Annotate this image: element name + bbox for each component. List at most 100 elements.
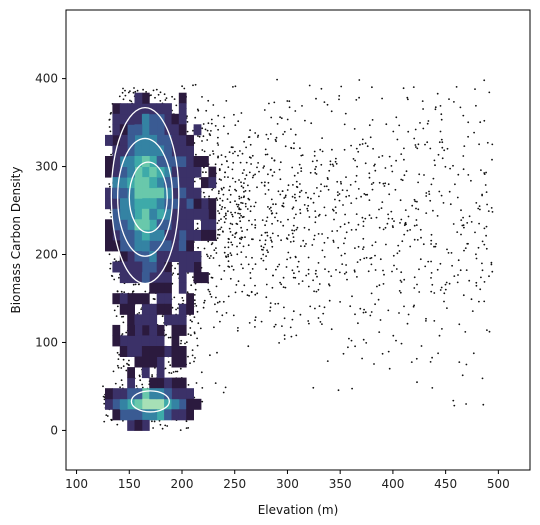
scatter-point (167, 361, 170, 363)
scatter-point (174, 370, 177, 373)
scatter-point (315, 165, 317, 168)
scatter-point (265, 296, 268, 299)
scatter-point (483, 300, 486, 303)
scatter-point (249, 277, 252, 280)
scatter-point (399, 222, 401, 224)
scatter-point (275, 140, 277, 143)
scatter-point (157, 93, 160, 96)
scatter-point (434, 108, 437, 111)
scatter-point (153, 298, 156, 301)
scatter-point (293, 142, 295, 145)
scatter-point (282, 202, 285, 205)
scatter-point (260, 245, 263, 248)
scatter-point (289, 256, 292, 259)
scatter-point (221, 314, 224, 317)
scatter-point (150, 94, 152, 96)
scatter-point (464, 331, 467, 333)
scatter-point (189, 319, 192, 322)
scatter-point (217, 228, 220, 231)
scatter-point (329, 160, 332, 163)
scatter-point (374, 303, 376, 306)
scatter-point (374, 269, 377, 271)
scatter-point (318, 305, 321, 307)
scatter-point (169, 364, 172, 367)
scatter-point (339, 301, 341, 303)
scatter-point (364, 311, 367, 314)
scatter-point (220, 208, 223, 211)
scatter-point (491, 143, 494, 146)
scatter-point (220, 226, 223, 229)
scatter-point (120, 290, 123, 293)
scatter-point (184, 342, 186, 345)
scatter-point (121, 384, 124, 386)
scatter-point (110, 153, 112, 156)
scatter-point (491, 211, 494, 213)
scatter-point (254, 284, 256, 287)
scatter-point (195, 382, 198, 384)
scatter-point (117, 358, 120, 360)
scatter-point (180, 339, 183, 342)
scatter-point (391, 170, 394, 173)
scatter-point (279, 178, 282, 181)
scatter-point (312, 279, 314, 282)
scatter-point (145, 91, 148, 93)
scatter-point (117, 366, 120, 369)
scatter-point (326, 103, 329, 106)
scatter-point (201, 127, 204, 130)
scatter-point (127, 363, 130, 366)
scatter-point (307, 320, 310, 322)
scatter-point (400, 271, 403, 274)
scatter-point (357, 223, 360, 226)
scatter-point (425, 317, 427, 320)
scatter-point (122, 419, 124, 422)
scatter-point (225, 217, 227, 220)
scatter-point (352, 158, 355, 160)
scatter-point (122, 87, 124, 90)
scatter-point (177, 307, 179, 309)
scatter-point (116, 305, 119, 308)
scatter-point (175, 104, 178, 107)
scatter-point (214, 382, 217, 384)
scatter-point (185, 341, 188, 344)
scatter-point (171, 95, 174, 98)
scatter-point (402, 87, 405, 90)
scatter-point (284, 194, 287, 197)
scatter-point (161, 315, 164, 318)
scatter-point (387, 217, 390, 220)
scatter-point (225, 312, 228, 314)
scatter-point (274, 138, 277, 141)
scatter-point (409, 229, 411, 231)
scatter-point (124, 94, 127, 97)
scatter-point (218, 264, 221, 267)
scatter-point (332, 165, 335, 167)
scatter-point (135, 385, 138, 387)
scatter-point (196, 344, 199, 347)
scatter-point (241, 290, 244, 293)
scatter-point (422, 243, 425, 246)
scatter-point (179, 367, 182, 370)
scatter-point (345, 195, 348, 198)
scatter-point (194, 83, 197, 86)
scatter-point (251, 223, 253, 226)
scatter-point (246, 228, 249, 231)
scatter-point (374, 254, 376, 257)
scatter-point (163, 93, 166, 96)
scatter-point (407, 98, 409, 101)
scatter-point (212, 104, 215, 106)
scatter-point (198, 135, 201, 138)
scatter-point (401, 179, 404, 182)
scatter-point (481, 377, 484, 380)
scatter-point (165, 333, 167, 336)
scatter-point (397, 244, 400, 247)
scatter-point (315, 290, 318, 293)
scatter-point (125, 331, 128, 334)
scatter-point (361, 216, 364, 219)
scatter-point (185, 427, 188, 429)
scatter-point (480, 169, 482, 172)
scatter-point (129, 90, 131, 92)
scatter-point (206, 139, 209, 141)
scatter-point (125, 369, 128, 372)
scatter-point (208, 195, 211, 198)
scatter-point (237, 203, 240, 206)
scatter-point (187, 333, 190, 335)
